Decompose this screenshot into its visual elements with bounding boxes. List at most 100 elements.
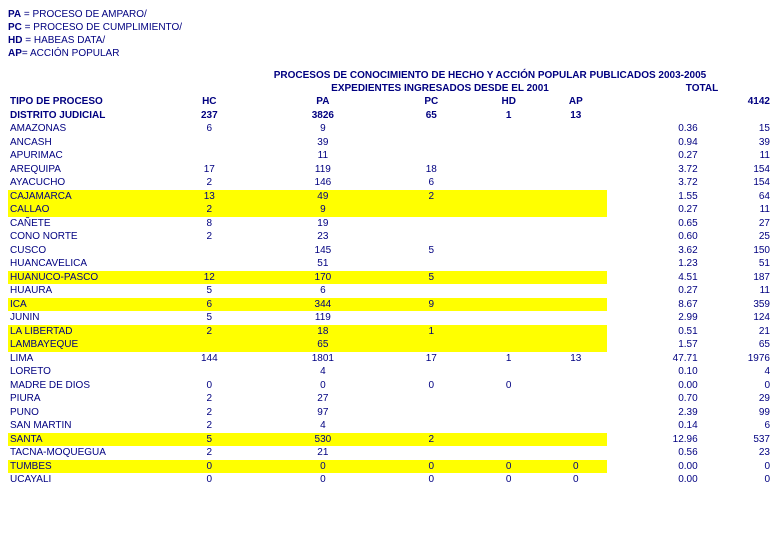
cell-pc: 0 <box>390 460 473 474</box>
cell-pa: 21 <box>256 446 390 460</box>
cell-hd <box>473 190 545 204</box>
cell-pc: 0 <box>390 379 473 393</box>
legend-pa-text: = PROCESO DE AMPARO/ <box>21 9 147 20</box>
hdr-ap: AP <box>545 95 607 109</box>
cell-label: PUNO <box>8 406 163 420</box>
cell-pc <box>390 122 473 136</box>
cell-tot: 1976 <box>700 352 772 366</box>
cell-pct: 0.51 <box>607 325 700 339</box>
cell-pa: 49 <box>256 190 390 204</box>
cell-pa: 23 <box>256 230 390 244</box>
cell-hc <box>163 257 256 271</box>
cell-tot: 65 <box>700 338 772 352</box>
title-line-1: PROCESOS DE CONOCIMIENTO DE HECHO Y ACCI… <box>208 70 772 83</box>
cell-pct: 0.27 <box>607 284 700 298</box>
cell-hd <box>473 271 545 285</box>
cell-ap <box>545 217 607 231</box>
cell-pa: 51 <box>256 257 390 271</box>
cell-hc: 2 <box>163 406 256 420</box>
cell-label: CAÑETE <box>8 217 163 231</box>
cell-pa: 65 <box>256 338 390 352</box>
cell-pct: 3.72 <box>607 163 700 177</box>
cell-label: TACNA-MOQUEGUA <box>8 446 163 460</box>
cell-label: TUMBES <box>8 460 163 474</box>
cell-pc <box>390 230 473 244</box>
dj-hc: 237 <box>163 109 256 123</box>
cell-hd: 0 <box>473 460 545 474</box>
cell-tot: 25 <box>700 230 772 244</box>
cell-hd <box>473 136 545 150</box>
hdr-label: TIPO DE PROCESO <box>8 95 163 109</box>
cell-ap <box>545 244 607 258</box>
cell-pa: 19 <box>256 217 390 231</box>
cell-tot: 29 <box>700 392 772 406</box>
cell-pc: 2 <box>390 190 473 204</box>
cell-pct: 1.55 <box>607 190 700 204</box>
cell-ap <box>545 176 607 190</box>
cell-label: LORETO <box>8 365 163 379</box>
cell-pct: 0.00 <box>607 473 700 487</box>
cell-hc: 2 <box>163 392 256 406</box>
legend-hd-text: = HABEAS DATA/ <box>22 35 105 46</box>
cell-hc: 2 <box>163 203 256 217</box>
cell-ap <box>545 230 607 244</box>
cell-hd <box>473 311 545 325</box>
table-row: CONO NORTE2230.6025 <box>8 230 772 244</box>
cell-hd <box>473 149 545 163</box>
cell-pa: 18 <box>256 325 390 339</box>
cell-label: HUANCAVELICA <box>8 257 163 271</box>
cell-tot: 150 <box>700 244 772 258</box>
cell-hd <box>473 406 545 420</box>
cell-ap <box>545 338 607 352</box>
cell-hc: 5 <box>163 433 256 447</box>
cell-ap: 13 <box>545 352 607 366</box>
cell-pct: 47.71 <box>607 352 700 366</box>
cell-pc <box>390 257 473 271</box>
cell-label: SANTA <box>8 433 163 447</box>
cell-ap <box>545 284 607 298</box>
cell-pa: 146 <box>256 176 390 190</box>
cell-pc <box>390 419 473 433</box>
cell-tot: 39 <box>700 136 772 150</box>
cell-pc <box>390 136 473 150</box>
table-row: CUSCO14553.62150 <box>8 244 772 258</box>
cell-pct: 0.14 <box>607 419 700 433</box>
cell-pc <box>390 284 473 298</box>
cell-pct: 0.10 <box>607 365 700 379</box>
cell-ap: 0 <box>545 473 607 487</box>
hdr-hd: HD <box>473 95 545 109</box>
cell-label: CAJAMARCA <box>8 190 163 204</box>
legend-pa-abbr: PA <box>8 9 21 20</box>
cell-ap <box>545 446 607 460</box>
dj-ap: 13 <box>545 109 607 123</box>
cell-pct: 3.72 <box>607 176 700 190</box>
cell-hc: 0 <box>163 460 256 474</box>
cell-label: CALLAO <box>8 203 163 217</box>
legend-ap-text: = ACCIÓN POPULAR <box>22 48 120 59</box>
cell-pct: 2.39 <box>607 406 700 420</box>
cell-hd <box>473 230 545 244</box>
cell-label: APURIMAC <box>8 149 163 163</box>
cell-ap <box>545 298 607 312</box>
cell-label: LA LIBERTAD <box>8 325 163 339</box>
cell-tot: 15 <box>700 122 772 136</box>
cell-pc: 0 <box>390 473 473 487</box>
cell-hd <box>473 176 545 190</box>
cell-pc <box>390 365 473 379</box>
legend-block: PA = PROCESO DE AMPARO/ PC = PROCESO DE … <box>8 8 182 60</box>
cell-pc <box>390 203 473 217</box>
cell-tot: 359 <box>700 298 772 312</box>
cell-ap <box>545 365 607 379</box>
cell-pa: 0 <box>256 379 390 393</box>
table-row: MADRE DE DIOS00000.000 <box>8 379 772 393</box>
table-row: AREQUIPA17119183.72154 <box>8 163 772 177</box>
cell-pa: 119 <box>256 163 390 177</box>
cell-label: SAN MARTIN <box>8 419 163 433</box>
cell-hc <box>163 244 256 258</box>
table-row: LAMBAYEQUE651.5765 <box>8 338 772 352</box>
cell-hd <box>473 122 545 136</box>
cell-pct: 0.00 <box>607 379 700 393</box>
cell-pct: 0.27 <box>607 149 700 163</box>
cell-pct: 3.62 <box>607 244 700 258</box>
cell-pc <box>390 392 473 406</box>
